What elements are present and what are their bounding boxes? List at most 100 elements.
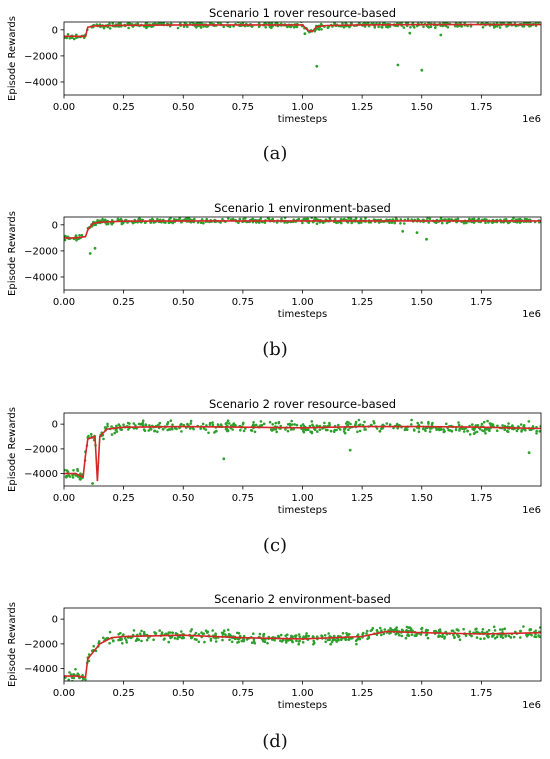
y-tick-label: −4000	[24, 664, 58, 675]
episode-point	[221, 638, 224, 642]
episode-point	[173, 636, 177, 640]
episode-point	[328, 421, 331, 425]
x-axis-label: timesteps	[278, 309, 327, 320]
episode-point	[347, 428, 350, 432]
outlier-point	[527, 451, 531, 454]
y-tick-label: 0	[52, 420, 58, 431]
episode-point	[189, 630, 192, 633]
episode-point	[331, 639, 335, 642]
episode-point	[403, 222, 406, 225]
episode-point	[301, 221, 304, 225]
episode-point	[472, 432, 476, 436]
caption-a: (a)	[262, 143, 288, 164]
outlier-point	[315, 64, 319, 68]
episode-point	[195, 638, 198, 641]
episode-point	[472, 427, 476, 430]
episode-point	[468, 630, 472, 633]
episode-point	[501, 424, 504, 427]
episode-point	[151, 217, 154, 221]
episode-point	[94, 223, 98, 226]
y-axis-label: Episode Rewards	[7, 211, 18, 296]
episode-point	[479, 637, 482, 641]
episode-point	[286, 639, 290, 642]
episode-point	[264, 26, 268, 29]
episode-point	[456, 25, 459, 28]
episode-point	[111, 22, 114, 25]
episode-point	[482, 420, 486, 424]
episode-point	[417, 427, 421, 430]
episode-point	[232, 422, 236, 425]
episode-point	[350, 22, 353, 25]
episode-point	[335, 221, 338, 225]
episode-point	[65, 475, 68, 479]
episode-point	[171, 427, 174, 431]
episode-point	[358, 221, 361, 224]
episode-point	[125, 639, 128, 642]
episode-point	[178, 217, 181, 220]
episode-point	[394, 628, 397, 631]
episode-point	[226, 628, 230, 632]
episode-point	[240, 639, 244, 643]
episode-point	[293, 634, 297, 638]
episode-point	[281, 638, 285, 642]
episode-point	[108, 27, 112, 30]
episode-point	[268, 25, 272, 29]
episode-point	[132, 422, 136, 425]
episode-point	[111, 639, 115, 643]
x-tick-label: 0.25	[112, 102, 134, 113]
episode-point	[476, 424, 480, 427]
outlier-point	[415, 231, 419, 235]
episode-point	[332, 634, 336, 638]
episode-point	[305, 217, 309, 221]
episode-point	[466, 429, 469, 433]
x-tick-label: 1.50	[411, 688, 433, 699]
x-tick-label: 1.00	[291, 102, 313, 113]
episode-point	[201, 632, 205, 636]
episode-point	[478, 427, 482, 431]
episode-point	[400, 634, 404, 638]
episode-point	[456, 217, 460, 221]
episode-point	[214, 636, 218, 640]
episode-point	[395, 422, 399, 426]
episode-point	[250, 429, 254, 432]
episode-point	[220, 631, 224, 635]
episode-point	[221, 217, 224, 221]
episode-point	[329, 642, 332, 646]
episode-point	[119, 631, 122, 635]
episode-point	[252, 632, 255, 635]
episode-point	[442, 428, 445, 431]
y-tick-label: −4000	[24, 469, 58, 480]
chart-title: Scenario 1 environment-based	[214, 201, 391, 215]
episode-point	[380, 26, 384, 29]
episode-point	[213, 431, 216, 434]
episode-point	[158, 629, 161, 632]
outlier-point	[348, 448, 352, 452]
episode-point	[251, 217, 255, 221]
episode-point	[231, 428, 234, 431]
episode-point	[80, 233, 84, 237]
episode-point	[284, 639, 288, 642]
episode-point	[337, 423, 340, 427]
episode-point	[119, 427, 122, 431]
episode-point	[291, 640, 294, 644]
episode-point	[523, 217, 527, 221]
chart-title: Scenario 2 environment-based	[214, 592, 391, 606]
episode-point	[64, 234, 67, 238]
episode-point	[491, 423, 495, 426]
episode-point	[350, 221, 354, 225]
x-tick-label: 0.00	[53, 102, 75, 113]
episode-point	[192, 427, 195, 431]
episode-point	[460, 25, 464, 28]
episode-point	[409, 627, 413, 630]
outlier-point	[222, 457, 226, 461]
episode-point	[293, 423, 297, 426]
episode-point	[149, 428, 153, 431]
episode-point	[385, 422, 389, 425]
episode-point	[453, 24, 457, 28]
episode-point	[147, 429, 150, 432]
episode-point	[525, 218, 529, 221]
episode-point	[492, 26, 496, 29]
episode-point	[492, 625, 496, 629]
episode-point	[506, 221, 510, 225]
